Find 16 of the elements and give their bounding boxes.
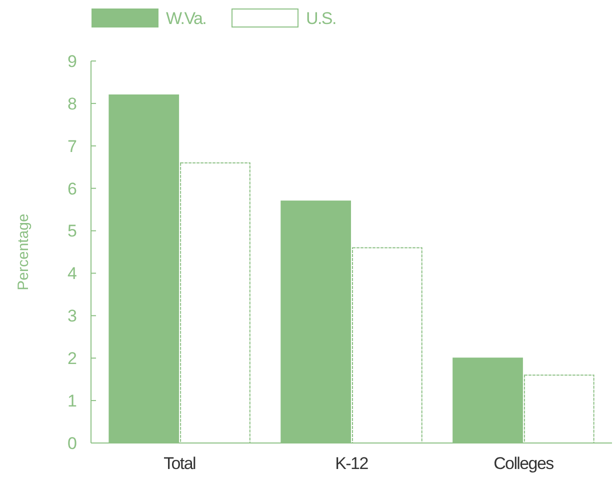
y-tick-label: 6 xyxy=(68,179,77,198)
x-tick-label: Colleges xyxy=(494,454,554,473)
y-tick-label: 1 xyxy=(68,392,77,411)
y-tick-label: 9 xyxy=(68,52,77,71)
y-tick-label: 3 xyxy=(68,306,77,326)
y-tick-label: 4 xyxy=(68,264,77,284)
y-tick-label: 2 xyxy=(68,349,77,368)
y-tick-label: 7 xyxy=(68,136,77,156)
y-axis-title: Percentage xyxy=(15,214,32,290)
y-tick-label: 0 xyxy=(68,434,77,453)
x-tick-label: Total xyxy=(164,454,196,473)
y-tick-label: 8 xyxy=(68,94,77,114)
legend-label: W.Va. xyxy=(166,9,206,28)
y-tick-label: 5 xyxy=(68,222,77,241)
legend-label: U.S. xyxy=(306,9,336,28)
x-tick-label: K-12 xyxy=(335,454,368,473)
